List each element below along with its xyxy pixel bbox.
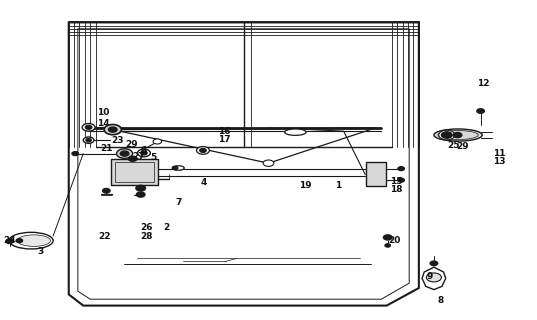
Text: 1: 1 [335, 181, 342, 190]
Text: 28: 28 [140, 232, 153, 241]
Polygon shape [422, 267, 446, 290]
Circle shape [82, 124, 95, 131]
Ellipse shape [17, 235, 50, 246]
Circle shape [141, 151, 147, 155]
Text: 29: 29 [456, 142, 469, 151]
Text: 2: 2 [163, 223, 170, 232]
Text: 24: 24 [3, 236, 16, 245]
Circle shape [104, 124, 121, 135]
Circle shape [383, 235, 392, 240]
Circle shape [128, 156, 137, 161]
Circle shape [85, 125, 92, 129]
Text: 17: 17 [218, 135, 231, 144]
Ellipse shape [434, 129, 482, 141]
Circle shape [263, 160, 274, 166]
Text: 15: 15 [390, 177, 403, 186]
Circle shape [441, 132, 452, 138]
Text: 3: 3 [37, 247, 43, 256]
Text: 16: 16 [218, 127, 231, 136]
Text: 20: 20 [388, 236, 401, 245]
Text: 8: 8 [437, 296, 444, 305]
Circle shape [385, 244, 390, 247]
Circle shape [439, 130, 455, 140]
Text: 12: 12 [477, 79, 490, 88]
Circle shape [197, 147, 209, 154]
Circle shape [172, 166, 178, 170]
Circle shape [83, 137, 94, 143]
Ellipse shape [9, 232, 53, 249]
Text: 27: 27 [132, 152, 145, 161]
Bar [366, 162, 386, 186]
Circle shape [108, 127, 117, 132]
Text: 4: 4 [201, 178, 207, 187]
Text: 26: 26 [140, 223, 153, 232]
Circle shape [86, 139, 91, 142]
Circle shape [137, 149, 150, 157]
Text: 23: 23 [111, 136, 124, 145]
Text: 10: 10 [97, 108, 110, 117]
Circle shape [136, 192, 145, 197]
Bar [115, 162, 154, 182]
Circle shape [200, 148, 206, 152]
Ellipse shape [285, 129, 306, 135]
Text: 13: 13 [493, 157, 506, 166]
Circle shape [136, 185, 146, 191]
Circle shape [72, 152, 78, 156]
Text: 7: 7 [176, 198, 182, 207]
Text: 9: 9 [426, 272, 433, 281]
Circle shape [430, 261, 438, 266]
Polygon shape [69, 22, 419, 306]
Text: 5: 5 [150, 153, 156, 162]
Text: 18: 18 [390, 185, 403, 194]
Circle shape [6, 239, 13, 244]
Circle shape [120, 151, 129, 156]
Text: 6: 6 [141, 146, 147, 155]
Text: 21: 21 [100, 144, 113, 153]
Circle shape [16, 239, 23, 243]
Text: 22: 22 [98, 232, 111, 241]
Circle shape [477, 109, 484, 113]
Circle shape [398, 178, 404, 182]
Text: 14: 14 [97, 119, 110, 128]
Circle shape [153, 139, 162, 144]
Circle shape [398, 167, 404, 171]
Circle shape [426, 273, 441, 282]
Ellipse shape [172, 166, 184, 170]
Polygon shape [98, 37, 244, 147]
Text: 25: 25 [447, 141, 460, 150]
Text: 19: 19 [299, 181, 311, 190]
Text: 11: 11 [493, 149, 506, 158]
Text: 29: 29 [125, 140, 138, 149]
Polygon shape [251, 37, 389, 147]
Circle shape [117, 149, 133, 158]
Circle shape [453, 132, 462, 138]
Circle shape [103, 188, 110, 193]
Bar [111, 159, 158, 185]
